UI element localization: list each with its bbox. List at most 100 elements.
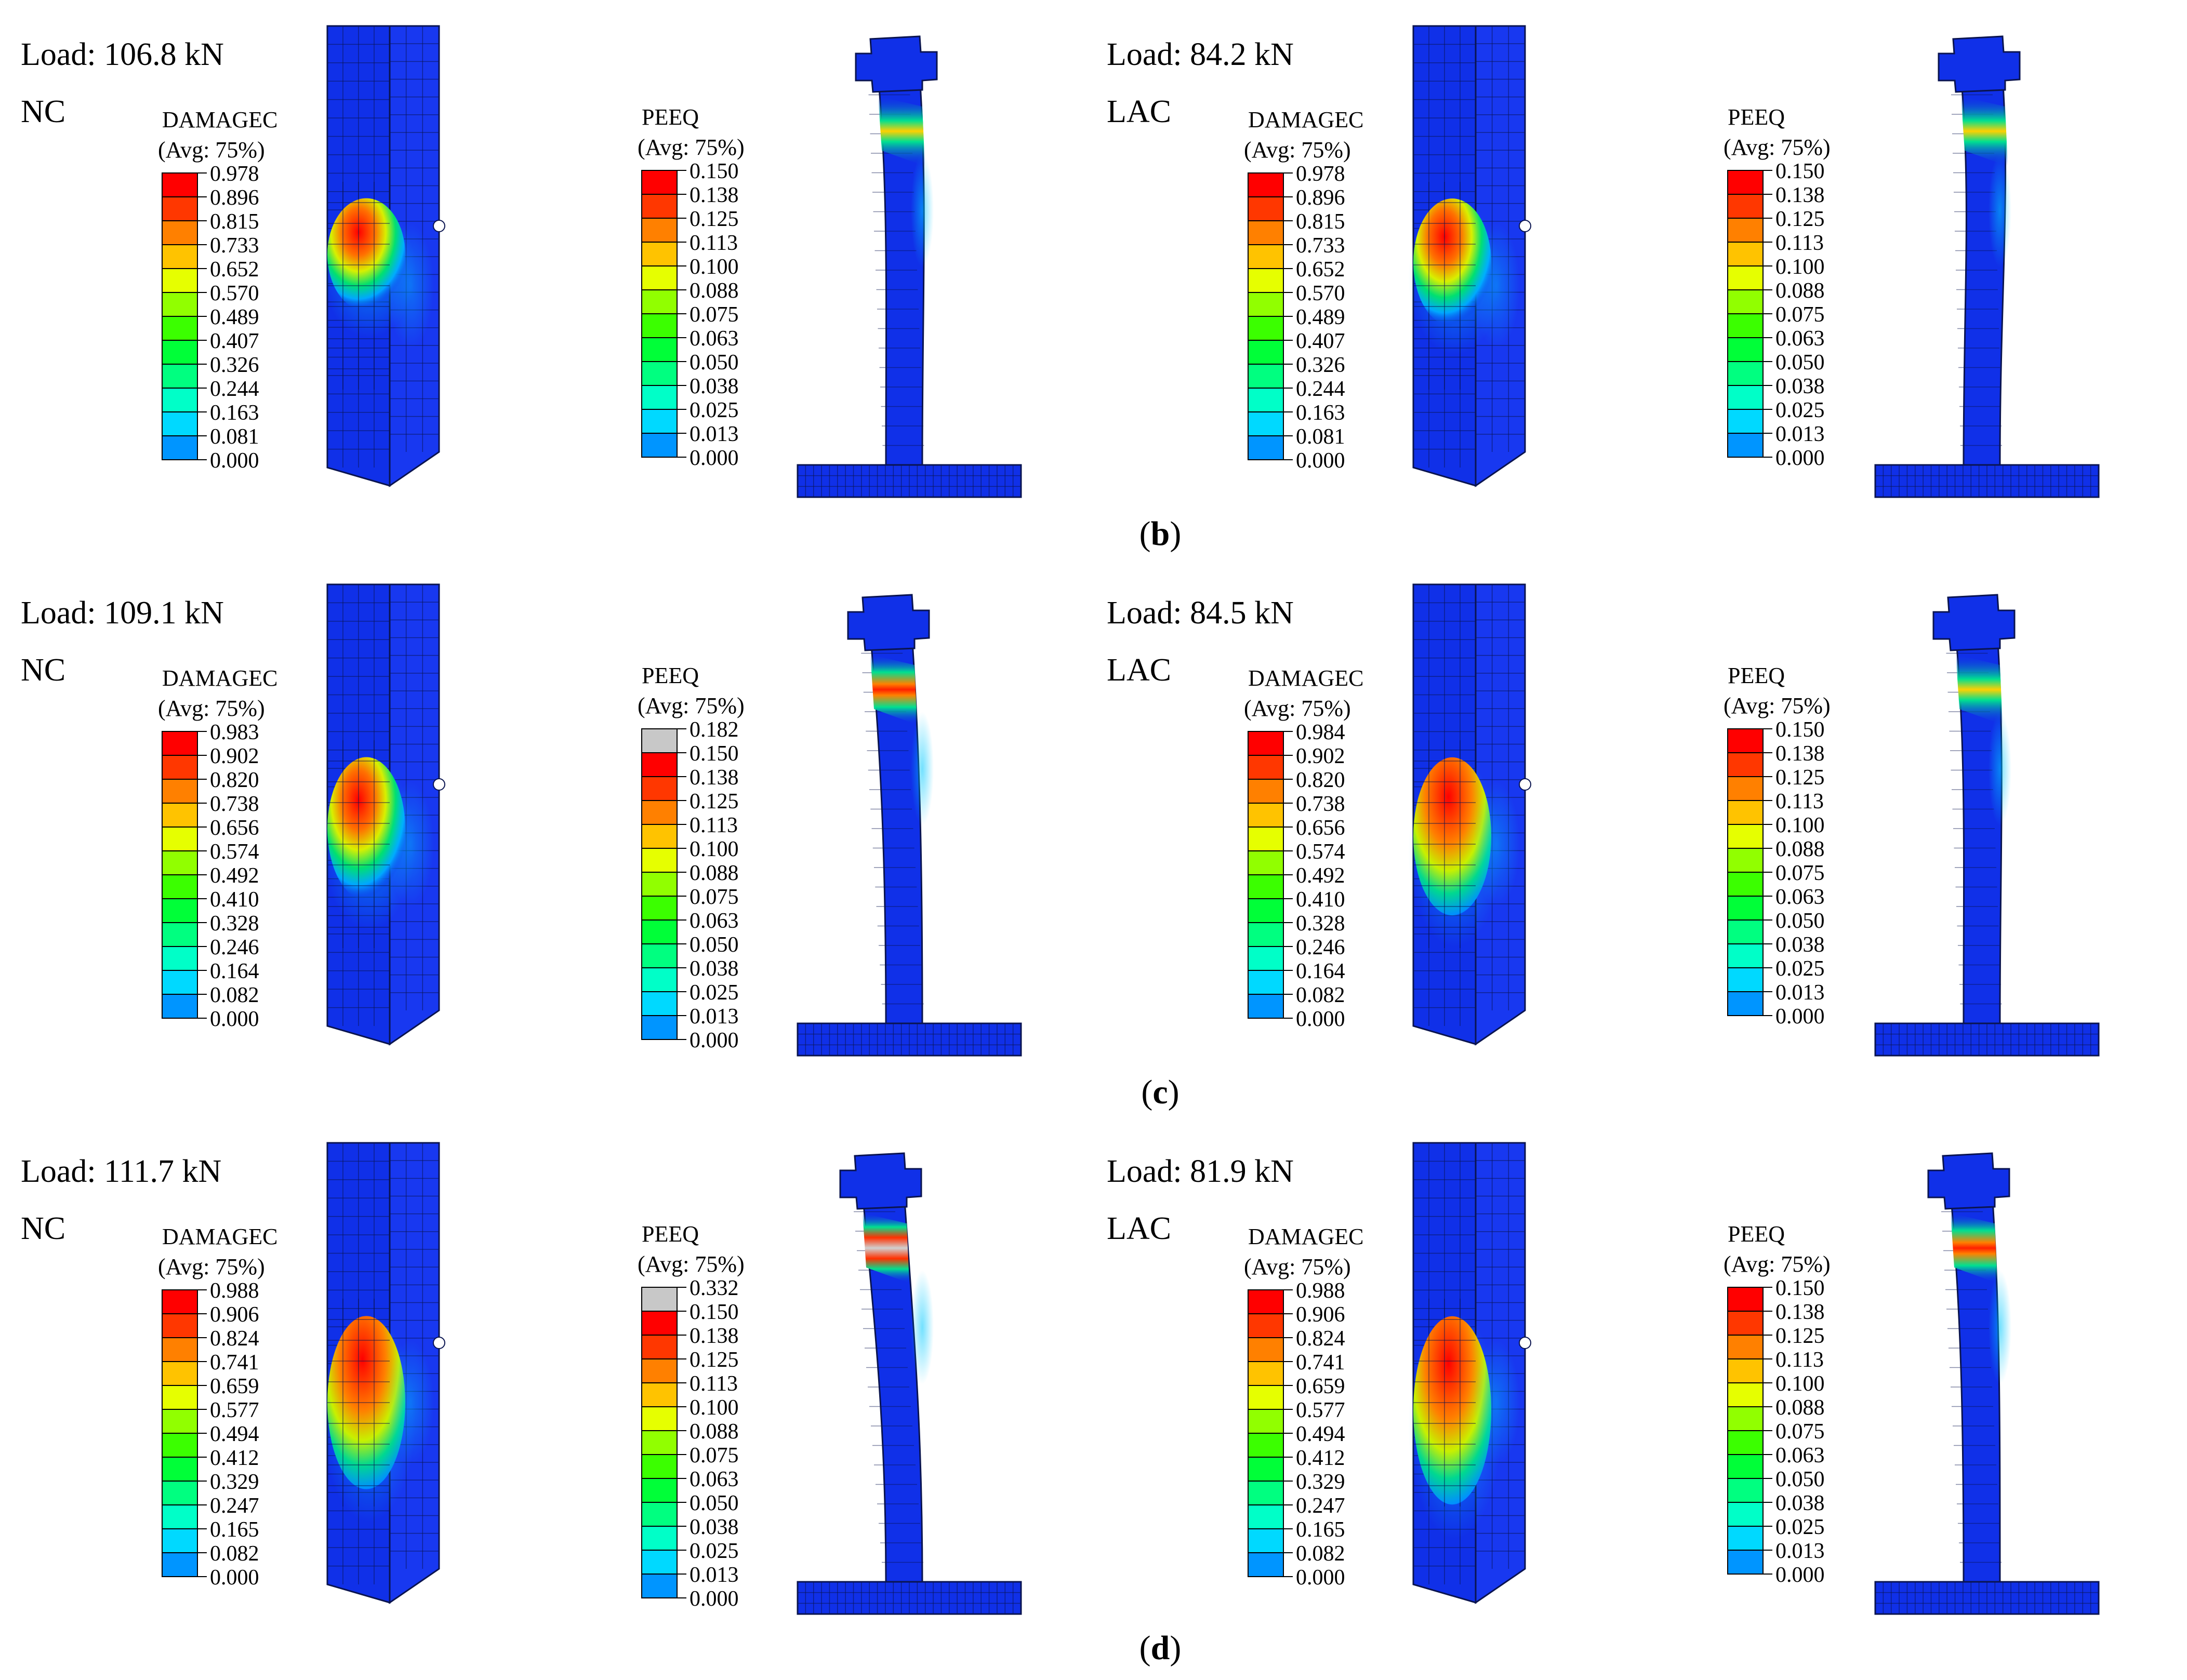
- damagec-legend-tick-label: 0.577: [210, 1398, 259, 1422]
- peeq-legend-swatch: [1727, 991, 1764, 1016]
- damagec-legend-swatch: [1248, 826, 1284, 851]
- damagec-legend-tick-label: 0.984: [1296, 721, 1345, 744]
- peeq-legend-tick-label: 0.013: [690, 1563, 739, 1587]
- peeq-legend-tick-label: 0.075: [1775, 861, 1825, 885]
- peeq-legend-title: PEEQ: [642, 1221, 699, 1247]
- peeq-legend-swatch: [1727, 1406, 1764, 1431]
- peeq-legend-tick-label: 0.113: [690, 231, 738, 255]
- peeq-legend-swatch: [641, 824, 678, 849]
- peeq-legend-tick-label: 0.138: [690, 1324, 739, 1348]
- damagec-legend-swatch: [1248, 874, 1284, 899]
- peeq-legend-tick-label: 0.150: [1775, 1276, 1825, 1300]
- peeq-legend-swatch: [641, 1550, 678, 1575]
- damagec-legend-tick-label: 0.407: [210, 329, 259, 353]
- peeq-legend-tick-label: 0.113: [1775, 1348, 1824, 1372]
- damagec-legend-swatch: [1248, 340, 1284, 365]
- peeq-legend-tick-label: 0.150: [1775, 159, 1825, 183]
- damagec-legend-swatch: [162, 292, 198, 317]
- damagec-legend-tick-label: 0.328: [210, 912, 259, 936]
- damagec-legend-tick-label: 0.081: [1296, 425, 1345, 449]
- damagec-legend-swatch: [1248, 196, 1284, 221]
- peeq-legend-tick-label: 0.150: [1775, 718, 1825, 742]
- peeq-legend-swatch: [641, 313, 678, 338]
- damagec-legend-tick-label: 0.659: [210, 1375, 259, 1398]
- load-label: Load: 111.7 kN: [21, 1154, 221, 1189]
- damagec-legend-tick-label: 0.163: [1296, 401, 1345, 425]
- damagec-legend-swatch: [1248, 1337, 1284, 1362]
- damagec-legend-tick-label: 0.815: [210, 210, 259, 234]
- damagec-legend-tick-label: 0.656: [1296, 816, 1345, 840]
- damagec-legend-swatch: [1248, 898, 1284, 923]
- peeq-legend-tick-label: 0.075: [690, 1444, 739, 1468]
- peeq-legend-swatch: [641, 919, 678, 944]
- damagec-legend-title: DAMAGEC: [162, 107, 277, 132]
- damagec-legend-swatch: [1248, 946, 1284, 971]
- damagec-legend-tick-label: 0.492: [1296, 864, 1345, 888]
- peeq-legend-tick-label: 0.050: [690, 933, 739, 957]
- peeq-legend-swatch: [641, 1574, 678, 1598]
- peeq-legend-swatch: [1727, 1287, 1764, 1312]
- damagec-legend-swatch: [1248, 388, 1284, 412]
- damagec-legend-avg: (Avg: 75%): [158, 696, 265, 721]
- peeq-legend-swatch: [641, 967, 678, 992]
- column-damage-model: [322, 1142, 445, 1604]
- damagec-legend-tick-label: 0.983: [210, 721, 259, 744]
- peeq-legend-tick-label: 0.013: [1775, 422, 1825, 446]
- tee-peeq-model: [797, 35, 1022, 498]
- peeq-legend-tick-label: 0.000: [690, 1029, 739, 1052]
- peeq-legend-swatch: [641, 170, 678, 195]
- peeq-legend-tick-label: 0.075: [1775, 1420, 1825, 1444]
- damagec-legend-tick-label: 0.000: [1296, 1566, 1345, 1590]
- caption-d: (d): [1139, 1629, 1182, 1667]
- damagec-legend-tick-label: 0.656: [210, 816, 259, 840]
- peeq-legend-swatch: [1727, 361, 1764, 386]
- damagec-legend-tick-label: 0.082: [1296, 1542, 1345, 1566]
- damagec-legend-swatch: [1248, 850, 1284, 875]
- damagec-legend-swatch: [162, 1481, 198, 1505]
- peeq-legend-tick-label: 0.000: [690, 446, 739, 470]
- peeq-legend-swatch: [1727, 776, 1764, 801]
- peeq-legend-swatch: [641, 194, 678, 219]
- damagec-legend-swatch: [1248, 268, 1284, 293]
- peeq-legend-tick-label: 0.113: [1775, 790, 1824, 814]
- damagec-legend-tick-label: 0.163: [210, 401, 259, 425]
- peeq-legend-tick-label: 0.125: [690, 207, 739, 231]
- damagec-legend-swatch: [1248, 1433, 1284, 1458]
- peeq-legend-tick-label: 0.125: [690, 1348, 739, 1372]
- peeq-legend-swatch: [1727, 337, 1764, 362]
- damagec-legend-tick-label: 0.741: [210, 1351, 259, 1375]
- peeq-legend-tick-label: 0.013: [690, 422, 739, 446]
- damagec-legend-swatch: [1248, 364, 1284, 389]
- damagec-legend-swatch: [1248, 731, 1284, 756]
- damagec-legend-swatch: [162, 1385, 198, 1410]
- damagec-legend-tick-label: 0.410: [1296, 888, 1345, 912]
- peeq-legend-swatch: [641, 361, 678, 386]
- peeq-legend-title: PEEQ: [1728, 104, 1785, 130]
- damagec-legend-tick-label: 0.570: [1296, 282, 1345, 305]
- damagec-legend-swatch: [1248, 1481, 1284, 1505]
- damagec-legend-avg: (Avg: 75%): [1244, 1254, 1351, 1279]
- damagec-legend-swatch: [162, 388, 198, 412]
- peeq-legend-title: PEEQ: [1728, 663, 1785, 688]
- damagec-legend-swatch: [162, 411, 198, 436]
- peeq-legend-tick-label: 0.100: [690, 255, 739, 279]
- damagec-legend-tick-label: 0.164: [210, 959, 259, 983]
- peeq-legend-tick-label: 0.000: [1775, 1005, 1825, 1029]
- tee-peeq-model: [1874, 1152, 2100, 1615]
- peeq-legend-avg: (Avg: 75%): [1724, 693, 1831, 718]
- peeq-legend-swatch: [1727, 1311, 1764, 1336]
- peeq-legend-tick-label: 0.138: [1775, 742, 1825, 766]
- damagec-legend-tick-label: 0.412: [1296, 1446, 1345, 1470]
- peeq-legend-tick-label: 0.038: [1775, 933, 1825, 957]
- peeq-legend-swatch: [641, 1015, 678, 1040]
- peeq-legend-swatch: [1727, 385, 1764, 410]
- peeq-legend-swatch: [1727, 194, 1764, 219]
- peeq-legend-swatch: [1727, 872, 1764, 897]
- peeq-legend-tick-label: 0.125: [690, 790, 739, 814]
- peeq-legend-tick-label: 0.150: [690, 742, 739, 766]
- peeq-legend-swatch: [1727, 409, 1764, 434]
- peeq-legend-tick-label: 0.050: [690, 351, 739, 375]
- peeq-legend-swatch: [641, 433, 678, 458]
- damagec-legend-swatch: [1248, 922, 1284, 947]
